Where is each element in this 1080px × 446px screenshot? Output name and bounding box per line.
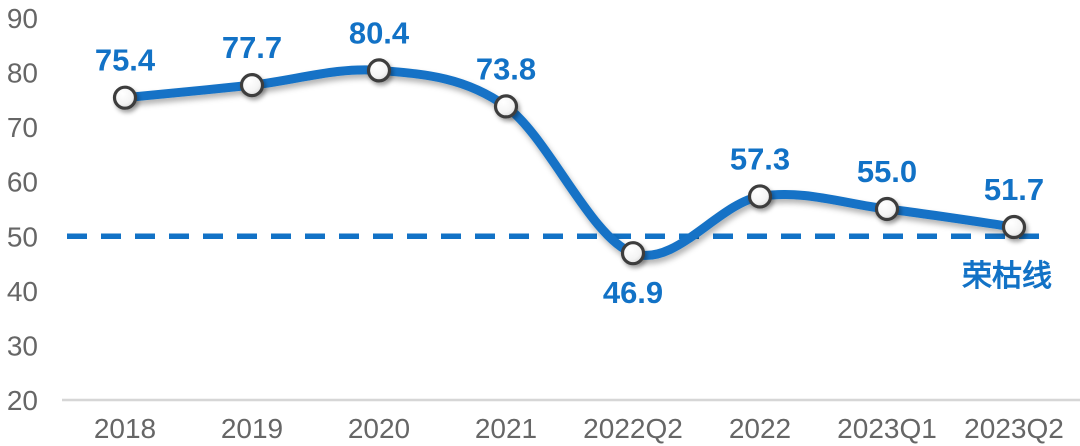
data-point-label: 73.8: [476, 51, 536, 86]
data-point-marker: [1001, 214, 1027, 240]
data-point-marker: [112, 85, 138, 110]
y-axis-tick-label: 50: [7, 221, 38, 252]
data-point-marker: [874, 196, 900, 222]
y-axis-tick-label: 70: [7, 112, 38, 143]
data-point-marker: [493, 94, 519, 119]
x-axis-tick-label: 2023Q2: [964, 413, 1064, 444]
y-axis-tick-label: 90: [7, 3, 38, 34]
y-axis-tick-label: 60: [7, 167, 38, 198]
series-line: [120, 65, 1019, 260]
y-axis-tick-label: 80: [7, 58, 38, 89]
x-axis-tick-label: 2022Q2: [583, 413, 683, 444]
x-axis-tick-label: 2018: [94, 413, 156, 444]
reference-line-label: 荣枯线: [962, 260, 1052, 293]
data-point-label: 57.3: [730, 141, 790, 176]
data-point-label: 77.7: [222, 30, 282, 65]
y-axis-tick-label: 20: [7, 385, 38, 416]
x-axis-tick-label: 2023Q1: [837, 413, 937, 444]
data-point-label: 55.0: [857, 154, 917, 189]
data-point-label: 46.9: [603, 275, 663, 310]
y-axis-tick-label: 40: [7, 276, 38, 307]
x-axis-tick-label: 2021: [475, 413, 537, 444]
data-point-marker: [239, 73, 265, 98]
data-point-marker: [747, 184, 773, 209]
x-axis-tick-label: 2022: [729, 413, 791, 444]
data-point-marker: [366, 58, 392, 83]
data-point-label: 51.7: [984, 172, 1044, 207]
y-axis-tick-label: 30: [7, 330, 38, 361]
data-point-marker: [620, 241, 646, 266]
x-axis-tick-label: 2020: [348, 413, 410, 444]
data-point-label: 75.4: [95, 43, 156, 78]
x-axis-tick-label: 2019: [221, 413, 283, 444]
data-point-label: 80.4: [349, 15, 410, 50]
